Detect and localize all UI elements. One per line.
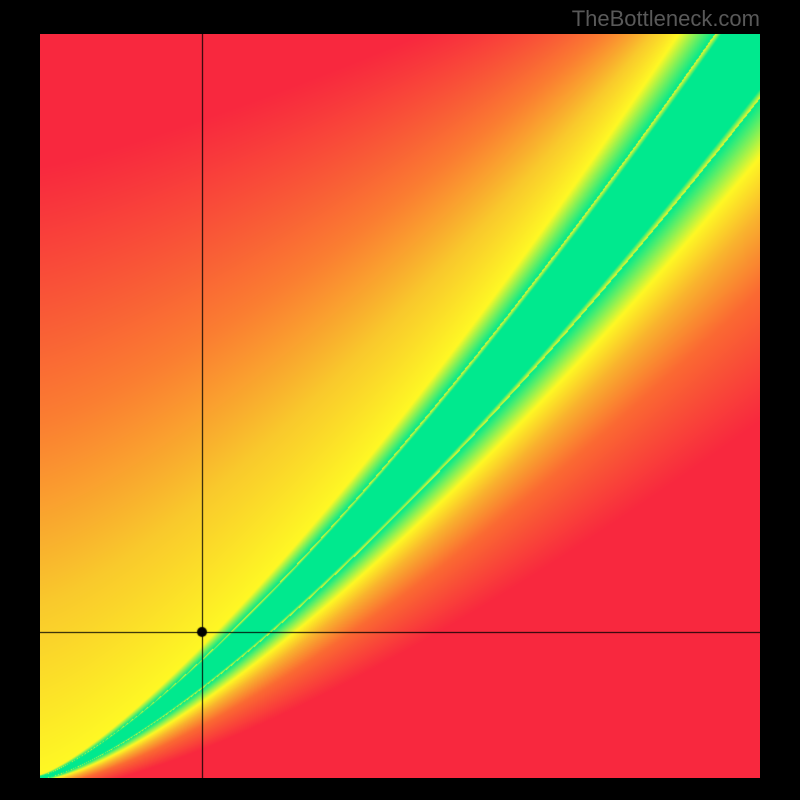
bottleneck-heatmap [40, 34, 760, 778]
watermark-text: TheBottleneck.com [572, 6, 760, 32]
